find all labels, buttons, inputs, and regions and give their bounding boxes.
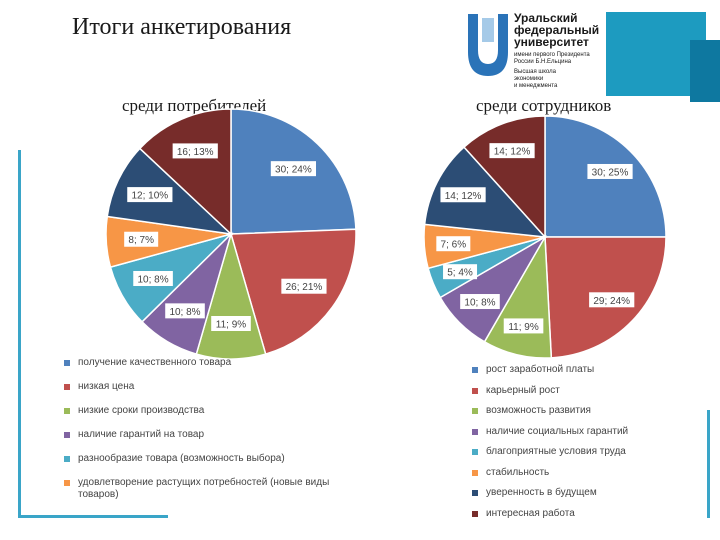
university-emblem-icon	[468, 14, 508, 76]
data-label-box	[589, 292, 635, 308]
legend-swatch	[472, 469, 478, 476]
pie-slice	[138, 108, 232, 236]
data-label-box	[127, 187, 173, 203]
legend-item: возможность развития	[470, 405, 670, 417]
data-label: 11; 9%	[216, 320, 246, 331]
legend-swatch	[64, 384, 70, 390]
legend-item: интересная работа	[470, 508, 670, 520]
data-label-box	[436, 236, 471, 252]
logo-name-line: университет	[514, 35, 589, 49]
data-label-box	[211, 316, 251, 331]
legend-label: получение качественного товара	[78, 357, 232, 368]
legend-swatch	[472, 428, 478, 435]
legend-label: наличие гарантий на товар	[78, 429, 205, 440]
legend-consumers: получение качественного товара низкая цен…	[62, 357, 362, 513]
legend-item: стабильность	[470, 467, 670, 479]
data-label: 14; 12%	[445, 191, 482, 202]
data-label: 29; 24%	[593, 296, 630, 307]
data-label-box	[133, 271, 173, 286]
legend-item: разнообразие товара (возможность выбора)	[62, 453, 362, 465]
legend-label: низкая цена	[78, 381, 135, 392]
legend-swatch	[472, 367, 478, 373]
data-label-box	[489, 143, 535, 159]
logo-small-line: Высшая школа	[514, 69, 556, 75]
data-label-box	[443, 264, 478, 280]
data-label: 7; 6%	[441, 240, 467, 251]
legend-item: удовлетворение растущих потребностей (но…	[62, 477, 362, 501]
logo-name-line: Уральский	[514, 11, 578, 25]
header-accent-band	[606, 12, 706, 96]
data-label: 10; 8%	[137, 275, 168, 286]
chart-title-employees: среди сотрудников	[476, 96, 612, 115]
header-accent-band	[690, 40, 720, 102]
data-label-box	[460, 294, 500, 310]
legend-label: рост заработной платы	[486, 364, 595, 375]
decorative-frame-line	[18, 515, 168, 518]
legend-swatch	[64, 480, 70, 486]
page-title: Итоги анкетирования	[72, 14, 292, 40]
logo-small-line: экономики	[514, 76, 544, 82]
data-label: 16; 13%	[177, 147, 214, 158]
data-label: 8; 7%	[128, 235, 154, 246]
legend-item: благоприятные условия труда	[470, 446, 670, 458]
legend-label: возможность развития	[486, 405, 591, 416]
data-label-box	[172, 143, 218, 159]
logo-name-line: федеральный	[514, 23, 600, 37]
data-label: 10; 8%	[169, 307, 200, 318]
legend-label: разнообразие товара (возможность выбора)	[78, 453, 285, 464]
logo-small-line: имени первого Президента	[514, 52, 590, 58]
legend-swatch	[64, 456, 70, 462]
university-logo: Уральский федеральный университет имени …	[466, 12, 606, 104]
legend-swatch	[472, 510, 478, 517]
legend-item: уверенность в будущем	[470, 487, 670, 499]
data-label: 14; 12%	[494, 147, 531, 158]
legend-item: наличие социальных гарантий	[470, 426, 670, 438]
decorative-frame-line	[707, 410, 710, 518]
legend-swatch	[472, 408, 478, 414]
legend-label: благоприятные условия труда	[486, 446, 626, 457]
legend-label: удовлетворение растущих потребностей (но…	[78, 477, 330, 500]
legend-swatch	[64, 432, 70, 438]
logo-small-line: России Б.Н.Ельцина	[514, 59, 572, 65]
data-label-box	[124, 231, 159, 247]
legend-label: наличие социальных гарантий	[486, 425, 629, 437]
legend-swatch	[64, 360, 70, 366]
legend-item: наличие гарантий на товар	[62, 429, 362, 441]
legend-employees: рост заработной платы карьерный рост возмо…	[470, 364, 670, 528]
data-label: 5; 4%	[447, 268, 473, 279]
data-label-box	[587, 163, 633, 179]
legend-label: уверенность в будущем	[486, 487, 597, 498]
legend-item: низкие сроки производства	[62, 405, 362, 417]
data-label: 30; 24%	[275, 165, 312, 176]
legend-label: низкие сроки производства	[78, 405, 205, 416]
legend-swatch	[472, 387, 478, 394]
data-label: 10; 8%	[464, 298, 495, 309]
data-label-box	[270, 161, 317, 177]
legend-label: интересная работа	[486, 507, 575, 519]
data-label: 26; 21%	[286, 282, 323, 293]
logo-small-line: и менеджмента	[514, 83, 558, 89]
legend-swatch	[472, 490, 478, 496]
legend-item: рост заработной платы	[470, 364, 670, 376]
data-label: 11; 9%	[508, 322, 538, 333]
data-label-box	[281, 278, 327, 294]
legend-item: карьерный рост	[470, 385, 670, 397]
data-label-box	[440, 187, 486, 203]
legend-item: низкая цена	[62, 381, 362, 393]
data-label-box	[165, 303, 205, 319]
data-label-box	[503, 318, 544, 334]
decorative-frame-line	[18, 150, 21, 518]
legend-swatch	[472, 449, 478, 455]
legend-label: стабильность	[486, 466, 550, 478]
legend-swatch	[64, 408, 70, 414]
data-label: 12; 10%	[131, 191, 168, 202]
data-label: 30; 25%	[592, 167, 629, 178]
legend-item: получение качественного товара	[62, 357, 362, 369]
legend-label: карьерный рост	[486, 384, 560, 396]
